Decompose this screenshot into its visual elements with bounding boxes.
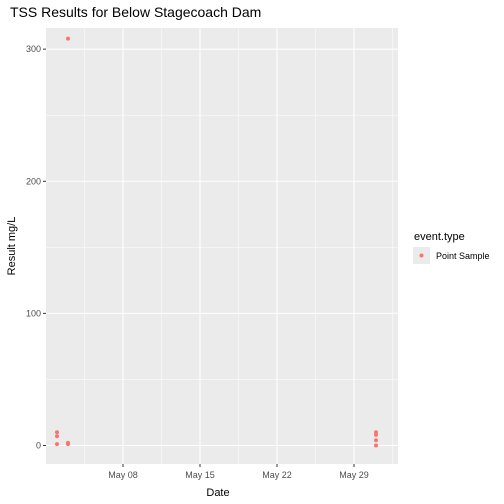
chart-title: TSS Results for Below Stagecoach Dam — [10, 4, 261, 20]
data-points — [55, 36, 378, 448]
x-axis-ticks: May 08 May 15 May 22 May 29 — [108, 464, 369, 480]
x-tick-label: May 29 — [339, 470, 369, 480]
y-axis-ticks: 0 100 200 300 — [26, 44, 46, 451]
y-axis-title: Result mg/L — [6, 217, 18, 276]
data-point — [55, 430, 59, 435]
y-tick-label: 0 — [36, 441, 41, 451]
legend-marker — [419, 253, 424, 258]
data-point — [66, 442, 70, 447]
data-point — [66, 36, 70, 41]
plot-panel — [46, 28, 398, 464]
y-tick-label: 200 — [26, 176, 41, 186]
x-tick-label: May 22 — [262, 470, 292, 480]
data-point — [374, 432, 378, 437]
data-point — [55, 434, 59, 439]
y-tick-label: 300 — [26, 44, 41, 54]
legend-label: Point Sample — [436, 251, 490, 261]
x-axis-title: Date — [206, 487, 229, 499]
grid-lines — [46, 28, 398, 464]
y-tick-label: 100 — [26, 308, 41, 318]
data-point — [374, 443, 378, 448]
x-tick-label: May 15 — [185, 470, 215, 480]
x-tick-label: May 08 — [108, 470, 138, 480]
data-point — [374, 438, 378, 443]
legend: event.type Point Sample — [413, 231, 490, 264]
legend-title: event.type — [414, 231, 465, 243]
data-point — [55, 442, 59, 447]
